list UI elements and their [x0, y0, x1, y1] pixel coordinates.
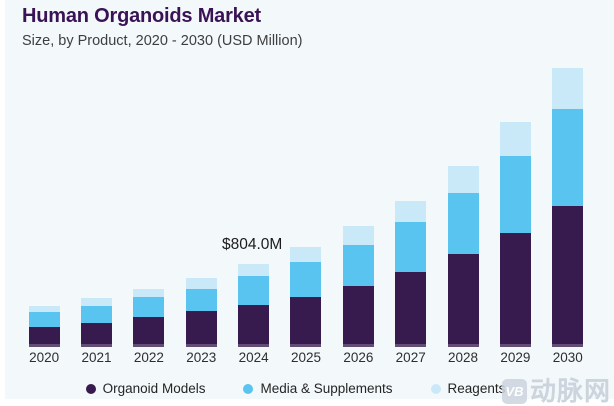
bar-column-2024	[227, 60, 279, 347]
chart-title: Human Organoids Market	[22, 5, 261, 27]
chart-panel: Human Organoids Market Size, by Product,…	[5, 0, 614, 399]
bar-stack-2030	[552, 68, 584, 347]
bar-column-2025	[280, 60, 332, 347]
bar-segment-organoid-models	[447, 254, 479, 347]
media-supplements-legend-dot-icon	[243, 383, 254, 394]
bar-segment-media-supplements	[395, 222, 427, 272]
x-axis-label-2024: 2024	[238, 350, 269, 365]
x-axis-label-2030: 2030	[552, 350, 583, 365]
bar-column-2020	[18, 60, 70, 348]
bar-column-2028	[437, 60, 489, 347]
x-axis-label-2021: 2021	[81, 350, 112, 365]
bar-segment-media-supplements	[499, 156, 531, 234]
bar-segment-reagents	[395, 200, 427, 223]
bar-column-2026	[332, 60, 384, 347]
bar-segment-organoid-models	[499, 233, 531, 347]
bar-stack-2020	[28, 305, 60, 348]
bar-segment-media-supplements	[81, 306, 113, 324]
bar-segment-organoid-models	[238, 305, 270, 347]
bar-segment-reagents	[552, 68, 584, 110]
bar-column-2027	[385, 60, 437, 348]
bar-segment-media-supplements	[290, 261, 322, 297]
bar-column-2023	[175, 60, 227, 347]
bar-stack-2026	[342, 226, 374, 347]
legend-item-media-supplements: Media & Supplements	[243, 381, 393, 396]
bar-segment-media-supplements	[133, 297, 165, 318]
stacked-bar-plot: $804.0M	[18, 60, 594, 348]
bar-segment-organoid-models	[81, 323, 113, 347]
chart-legend: Organoid Models Media & Supplements Reagen…	[5, 381, 614, 396]
bar-stack-2028	[447, 166, 479, 347]
bar-segment-reagents	[290, 247, 322, 262]
bar-segment-organoid-models	[290, 296, 322, 347]
legend-item-reagents: Reagents	[430, 381, 506, 396]
x-axis-label-2022: 2022	[133, 350, 164, 365]
bar-stack-2021	[81, 298, 113, 347]
value-annotation-2024: $804.0M	[222, 236, 283, 253]
x-axis-label-2028: 2028	[448, 350, 479, 365]
bar-column-2029	[489, 60, 541, 347]
x-axis-label-2020: 2020	[29, 350, 60, 365]
bar-segment-reagents	[238, 264, 270, 276]
bar-segment-organoid-models	[28, 326, 60, 347]
organoid-models-legend-dot-icon	[85, 383, 96, 394]
bar-segment-reagents	[28, 305, 60, 313]
x-axis-label-2025: 2025	[290, 350, 321, 365]
bar-stack-2022	[133, 289, 165, 347]
bar-segment-media-supplements	[238, 275, 270, 305]
bar-column-2030	[542, 60, 594, 347]
bar-column-2021	[70, 60, 122, 347]
bar-segment-organoid-models	[133, 317, 165, 347]
bar-segment-reagents	[342, 226, 374, 246]
x-axis: 2020 2021 2022 2023 2024 2025 2026 2027 2028 2029…	[18, 350, 594, 365]
bar-segment-reagents	[133, 289, 165, 298]
legend-label: Media & Supplements	[260, 381, 393, 396]
legend-label: Reagents	[447, 381, 506, 396]
bar-segment-media-supplements	[185, 289, 217, 312]
bar-stack-2027	[395, 200, 427, 348]
bar-segment-reagents	[185, 278, 217, 290]
legend-label: Organoid Models	[102, 381, 206, 396]
x-axis-label-2026: 2026	[343, 350, 374, 365]
bar-stack-2025	[290, 247, 322, 347]
bar-segment-media-supplements	[552, 109, 584, 206]
bar-segment-reagents	[499, 122, 531, 157]
bar-segment-reagents	[447, 166, 479, 194]
reagents-legend-dot-icon	[430, 383, 441, 394]
bar-segment-media-supplements	[447, 193, 479, 255]
bar-stack-2029	[499, 122, 531, 347]
bar-segment-organoid-models	[552, 205, 584, 347]
bar-segment-media-supplements	[28, 312, 60, 327]
bar-stack-2024	[238, 264, 270, 347]
x-axis-label-2027: 2027	[395, 350, 426, 365]
bar-segment-organoid-models	[185, 311, 217, 347]
bar-segment-media-supplements	[342, 245, 374, 287]
legend-item-organoid-models: Organoid Models	[85, 381, 206, 396]
chart-subtitle: Size, by Product, 2020 - 2030 (USD Milli…	[22, 33, 303, 49]
x-axis-label-2023: 2023	[186, 350, 217, 365]
bar-column-2022	[123, 60, 175, 347]
bar-segment-organoid-models	[395, 271, 427, 347]
x-axis-label-2029: 2029	[500, 350, 531, 365]
bar-stack-2023	[185, 278, 217, 347]
bar-segment-organoid-models	[342, 286, 374, 347]
bar-segment-reagents	[81, 298, 113, 307]
